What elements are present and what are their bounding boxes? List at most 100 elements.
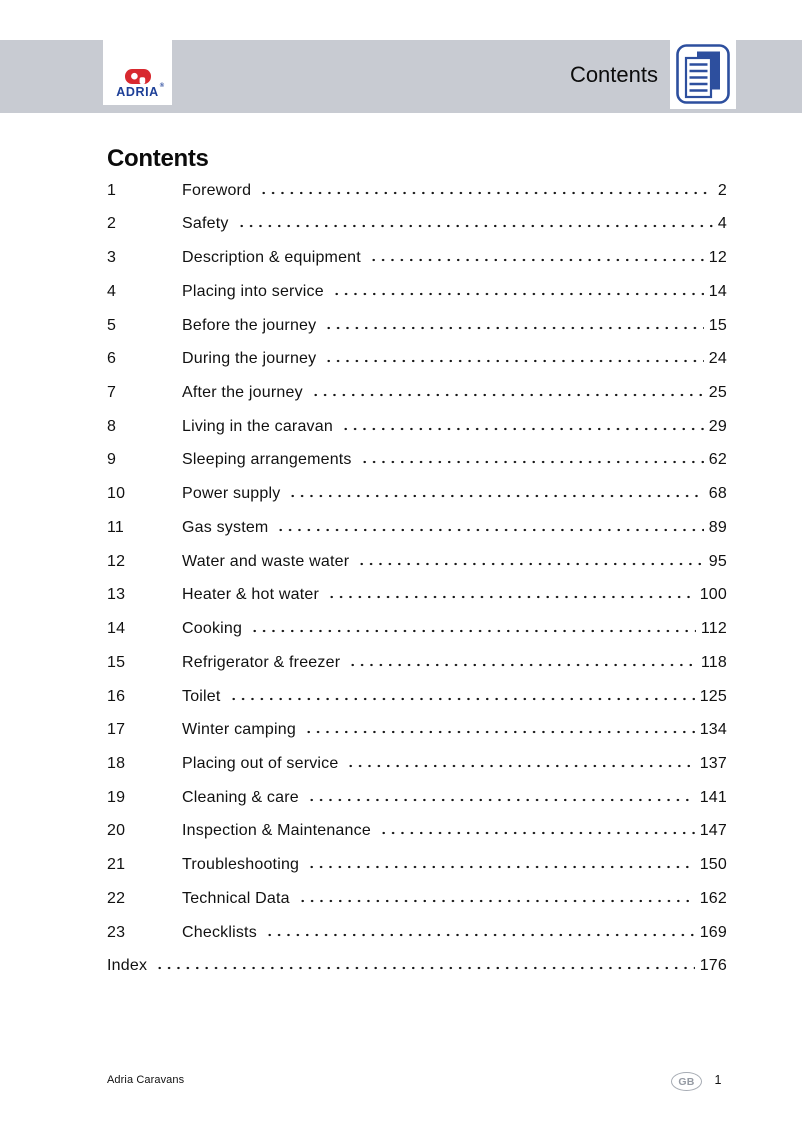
toc-entry-title: Placing into service	[182, 282, 324, 300]
toc-entry-number: 4	[107, 282, 117, 300]
dot-leader	[324, 324, 704, 331]
dot-leader	[276, 526, 704, 533]
toc-entry-number: 2	[107, 215, 117, 233]
toc-entry[interactable]: 18 Placing out of service 137	[107, 745, 727, 779]
toc-entry-title: Refrigerator & freezer	[182, 653, 341, 671]
dot-leader	[155, 965, 695, 972]
toc-entry-page: 95	[708, 552, 727, 570]
toc-entry-page: 68	[708, 485, 727, 503]
dot-leader	[348, 661, 696, 668]
dot-leader	[346, 762, 695, 769]
toc-entry[interactable]: 10 Power supply 68	[107, 475, 727, 509]
dot-leader	[357, 560, 704, 567]
toc-entry-number: 9	[107, 451, 117, 469]
toc-entry[interactable]: 13 Heater & hot water 100	[107, 577, 727, 611]
dot-leader	[250, 628, 696, 635]
toc-entry-number: 23	[107, 923, 126, 941]
toc-entry-title: Placing out of service	[182, 754, 339, 772]
toc-entry-title: Technical Data	[182, 889, 290, 907]
toc-entry[interactable]: Index 176	[107, 948, 727, 982]
toc-entry[interactable]: 20 Inspection & Maintenance 147	[107, 813, 727, 847]
toc-entry-number: 7	[107, 384, 117, 402]
toc-entry-number: 6	[107, 350, 117, 368]
toc-entry-number: 1	[107, 181, 117, 199]
toc-entry-title: Safety	[182, 215, 229, 233]
toc-entry[interactable]: 16 Toilet 125	[107, 678, 727, 712]
toc-entry-page: 24	[708, 350, 727, 368]
toc-entry[interactable]: 3 Description & equipment 12	[107, 239, 727, 273]
toc-entry[interactable]: 23 Checklists 169	[107, 914, 727, 948]
contents-chapter-icon	[670, 39, 736, 109]
toc-entry[interactable]: 19 Cleaning & care 141	[107, 779, 727, 813]
dot-leader	[327, 594, 695, 601]
dot-leader	[288, 493, 704, 500]
adria-emblem-icon	[124, 68, 151, 84]
toc-entry-page: 12	[708, 249, 727, 267]
dot-leader	[228, 695, 695, 702]
toc-entry-page: 150	[699, 856, 727, 874]
adria-logo: ADRIA ®	[103, 33, 172, 105]
toc-entry-title: Index	[107, 957, 148, 975]
toc-entry-title: Checklists	[182, 923, 257, 941]
toc-entry-title: Description & equipment	[182, 249, 361, 267]
toc-entry-title: After the journey	[182, 384, 303, 402]
toc-entry[interactable]: 2 Safety 4	[107, 206, 727, 240]
footer-brand: Adria Caravans	[107, 1074, 185, 1086]
toc-entry-page: 147	[699, 822, 727, 840]
toc-entry-title: Cooking	[182, 620, 243, 638]
toc-entry-title: Toilet	[182, 687, 221, 705]
toc-entry-title: Foreword	[182, 181, 252, 199]
toc-entry[interactable]: 17 Winter camping 134	[107, 712, 727, 746]
toc-entry-number: 11	[107, 518, 125, 536]
toc-entry[interactable]: 4 Placing into service 14	[107, 273, 727, 307]
adria-wordmark: ADRIA ®	[116, 82, 165, 99]
dot-leader	[259, 189, 713, 196]
toc-entry-title: Before the journey	[182, 316, 317, 334]
toc-entry-title: Sleeping arrangements	[182, 451, 352, 469]
toc-entry-number: 15	[107, 653, 126, 671]
toc-entry[interactable]: 11 Gas system 89	[107, 509, 727, 543]
toc-entry-number: 8	[107, 417, 117, 435]
toc-entry-title: Inspection & Maintenance	[182, 822, 371, 840]
toc-entry[interactable]: 21 Troubleshooting 150	[107, 846, 727, 880]
toc-entry-title: During the journey	[182, 350, 317, 368]
dot-leader	[297, 897, 695, 904]
toc-entry-title: Troubleshooting	[182, 856, 300, 874]
toc-entry-number: 10	[107, 485, 126, 503]
toc-entry[interactable]: 9 Sleeping arrangements 62	[107, 442, 727, 476]
dot-leader	[359, 459, 704, 466]
toc-entry-page: 112	[700, 620, 727, 638]
toc-entry-number: 5	[107, 316, 117, 334]
toc-entry-page: 125	[699, 687, 727, 705]
toc-entry[interactable]: 1 Foreword 2	[107, 172, 727, 206]
language-badge: GB	[671, 1072, 702, 1091]
dot-leader	[324, 358, 704, 365]
toc-entry-title: Heater & hot water	[182, 586, 319, 604]
dot-leader	[310, 392, 704, 399]
toc-entry[interactable]: 14 Cooking 112	[107, 610, 727, 644]
toc-entry[interactable]: 8 Living in the caravan 29	[107, 408, 727, 442]
toc-entry-number: 12	[107, 552, 126, 570]
toc-entry-page: 29	[708, 417, 727, 435]
toc-entry[interactable]: 7 After the journey 25	[107, 374, 727, 408]
toc-entry[interactable]: 6 During the journey 24	[107, 341, 727, 375]
toc-entry-title: Winter camping	[182, 721, 296, 739]
toc-entry-number: 16	[107, 687, 126, 705]
toc-entry-title: Gas system	[182, 518, 269, 536]
toc-entry-page: 100	[699, 586, 727, 604]
toc-entry[interactable]: 15 Refrigerator & freezer 118	[107, 644, 727, 678]
toc-entry-page: 25	[708, 384, 727, 402]
dot-leader	[306, 796, 695, 803]
toc-entry-page: 162	[699, 889, 727, 907]
toc-entry-page: 4	[717, 215, 727, 233]
toc-entry-page: 14	[708, 282, 727, 300]
toc-entry-page: 137	[699, 754, 727, 772]
toc-entry-page: 15	[708, 316, 727, 334]
toc-entry-page: 169	[699, 923, 727, 941]
toc-entry-number: 13	[107, 586, 126, 604]
toc-entry-page: 89	[708, 518, 727, 536]
toc-entry[interactable]: 12 Water and waste water 95	[107, 543, 727, 577]
toc-entry[interactable]: 22 Technical Data 162	[107, 880, 727, 914]
toc-entry[interactable]: 5 Before the journey 15	[107, 307, 727, 341]
